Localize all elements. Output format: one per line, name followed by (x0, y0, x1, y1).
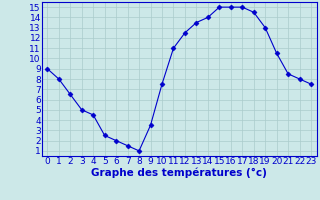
X-axis label: Graphe des températures (°c): Graphe des températures (°c) (91, 167, 267, 178)
